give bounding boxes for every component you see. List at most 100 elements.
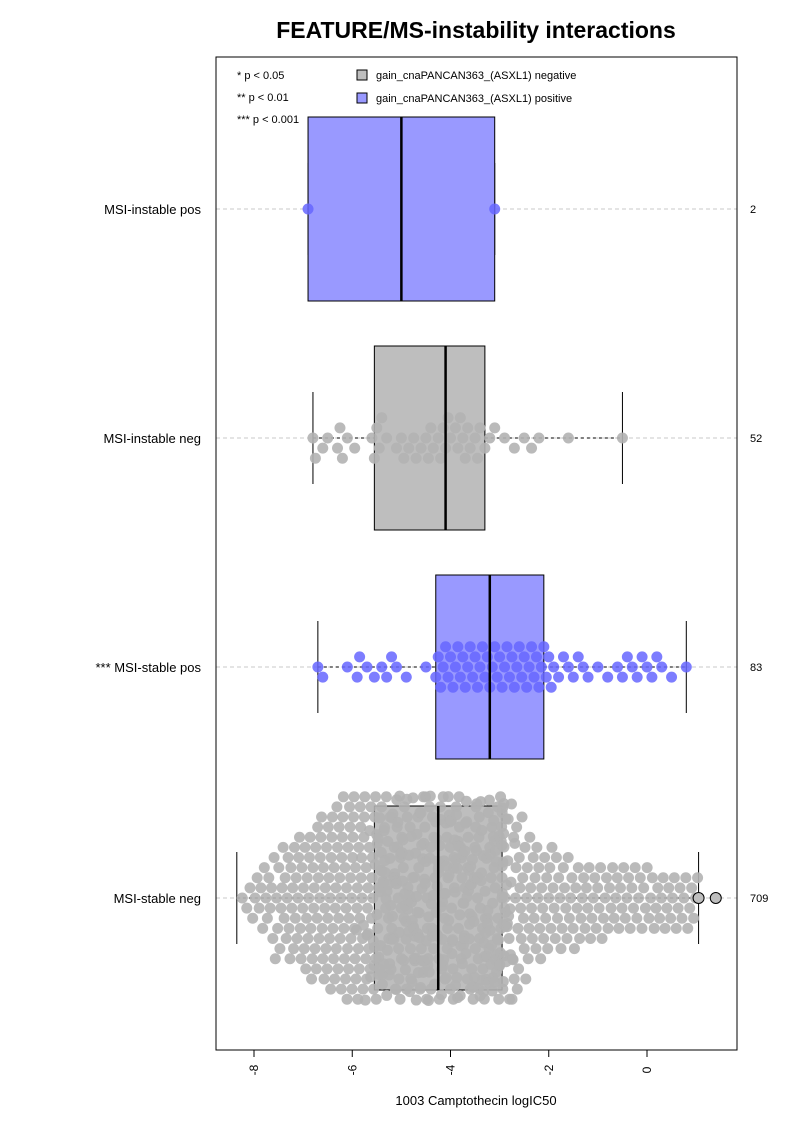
data-point [274,943,286,955]
data-point [272,922,284,934]
data-point [479,442,491,454]
data-point [368,671,380,683]
data-point [424,790,436,802]
data-point [306,973,318,985]
data-point [324,892,336,904]
data-point [328,953,340,965]
x-tick-label: -2 [542,1064,556,1075]
data-point [363,841,375,853]
data-point [577,661,589,673]
data-point [553,872,565,884]
data-point [451,972,463,984]
data-point [413,907,425,919]
data-point [280,932,292,944]
data-point [310,841,322,853]
data-point [260,892,272,904]
data-point [339,862,351,874]
data-point [466,853,478,865]
data-point [509,837,521,849]
data-point [319,882,331,894]
data-point [427,442,439,454]
data-point [442,791,454,803]
data-point [279,872,291,884]
data-point [442,412,454,424]
data-point [346,892,358,904]
data-point [331,801,343,813]
data-point [621,892,633,904]
data-point [545,681,557,693]
data-point [668,872,680,884]
data-point [379,822,391,834]
data-point [627,902,639,914]
data-point [321,841,333,853]
data-point [322,432,334,444]
data-point [347,831,359,843]
group-3 [216,790,737,1006]
data-point [547,882,559,894]
data-point [478,993,490,1005]
data-point [374,812,386,824]
data-point [353,963,365,975]
data-point [554,892,566,904]
data-point [275,902,287,914]
data-point [411,828,423,840]
data-point [397,862,409,874]
data-point [452,641,464,653]
data-point [475,875,487,887]
data-point [479,671,491,683]
data-point [580,882,592,894]
data-point [557,651,569,663]
data-point [582,671,594,683]
data-point [562,661,574,673]
data-point [372,922,384,934]
data-point [680,661,692,673]
data-point [618,862,630,874]
data-point [515,932,527,944]
data-point [616,902,628,914]
data-point [314,852,326,864]
x-tick-label: -4 [444,1064,458,1075]
data-point [435,452,447,464]
data-point [330,882,342,894]
data-point [459,845,471,857]
data-point [318,973,330,985]
data-point [337,791,349,803]
data-point [533,681,545,693]
group-count: 2 [750,204,756,216]
data-point [400,671,412,683]
data-point [498,841,510,853]
data-point [534,922,546,934]
data-point [503,932,515,944]
data-point [505,798,517,810]
data-point [338,922,350,934]
data-point [533,862,545,874]
data-point [310,963,322,975]
data-point [590,922,602,934]
data-point [326,811,338,823]
data-point [301,912,313,924]
x-tick-label: 0 [640,1066,654,1073]
data-point [595,862,607,874]
data-point [317,953,329,965]
data-point [359,791,371,803]
data-point [309,943,321,955]
data-point [368,452,380,464]
data-point [598,912,610,924]
data-point [538,641,550,653]
data-point [328,862,340,874]
data-point [366,872,378,884]
data-point [324,932,336,944]
data-point [503,671,515,683]
data-point [559,882,571,894]
data-point [518,943,530,955]
data-point [589,872,601,884]
data-point [404,943,416,955]
data-point [454,412,466,424]
data-point [341,432,353,444]
data-point [281,892,293,904]
data-point [533,432,545,444]
data-point [678,892,690,904]
data-point [538,932,550,944]
data-point [257,922,269,934]
data-point [473,811,485,823]
